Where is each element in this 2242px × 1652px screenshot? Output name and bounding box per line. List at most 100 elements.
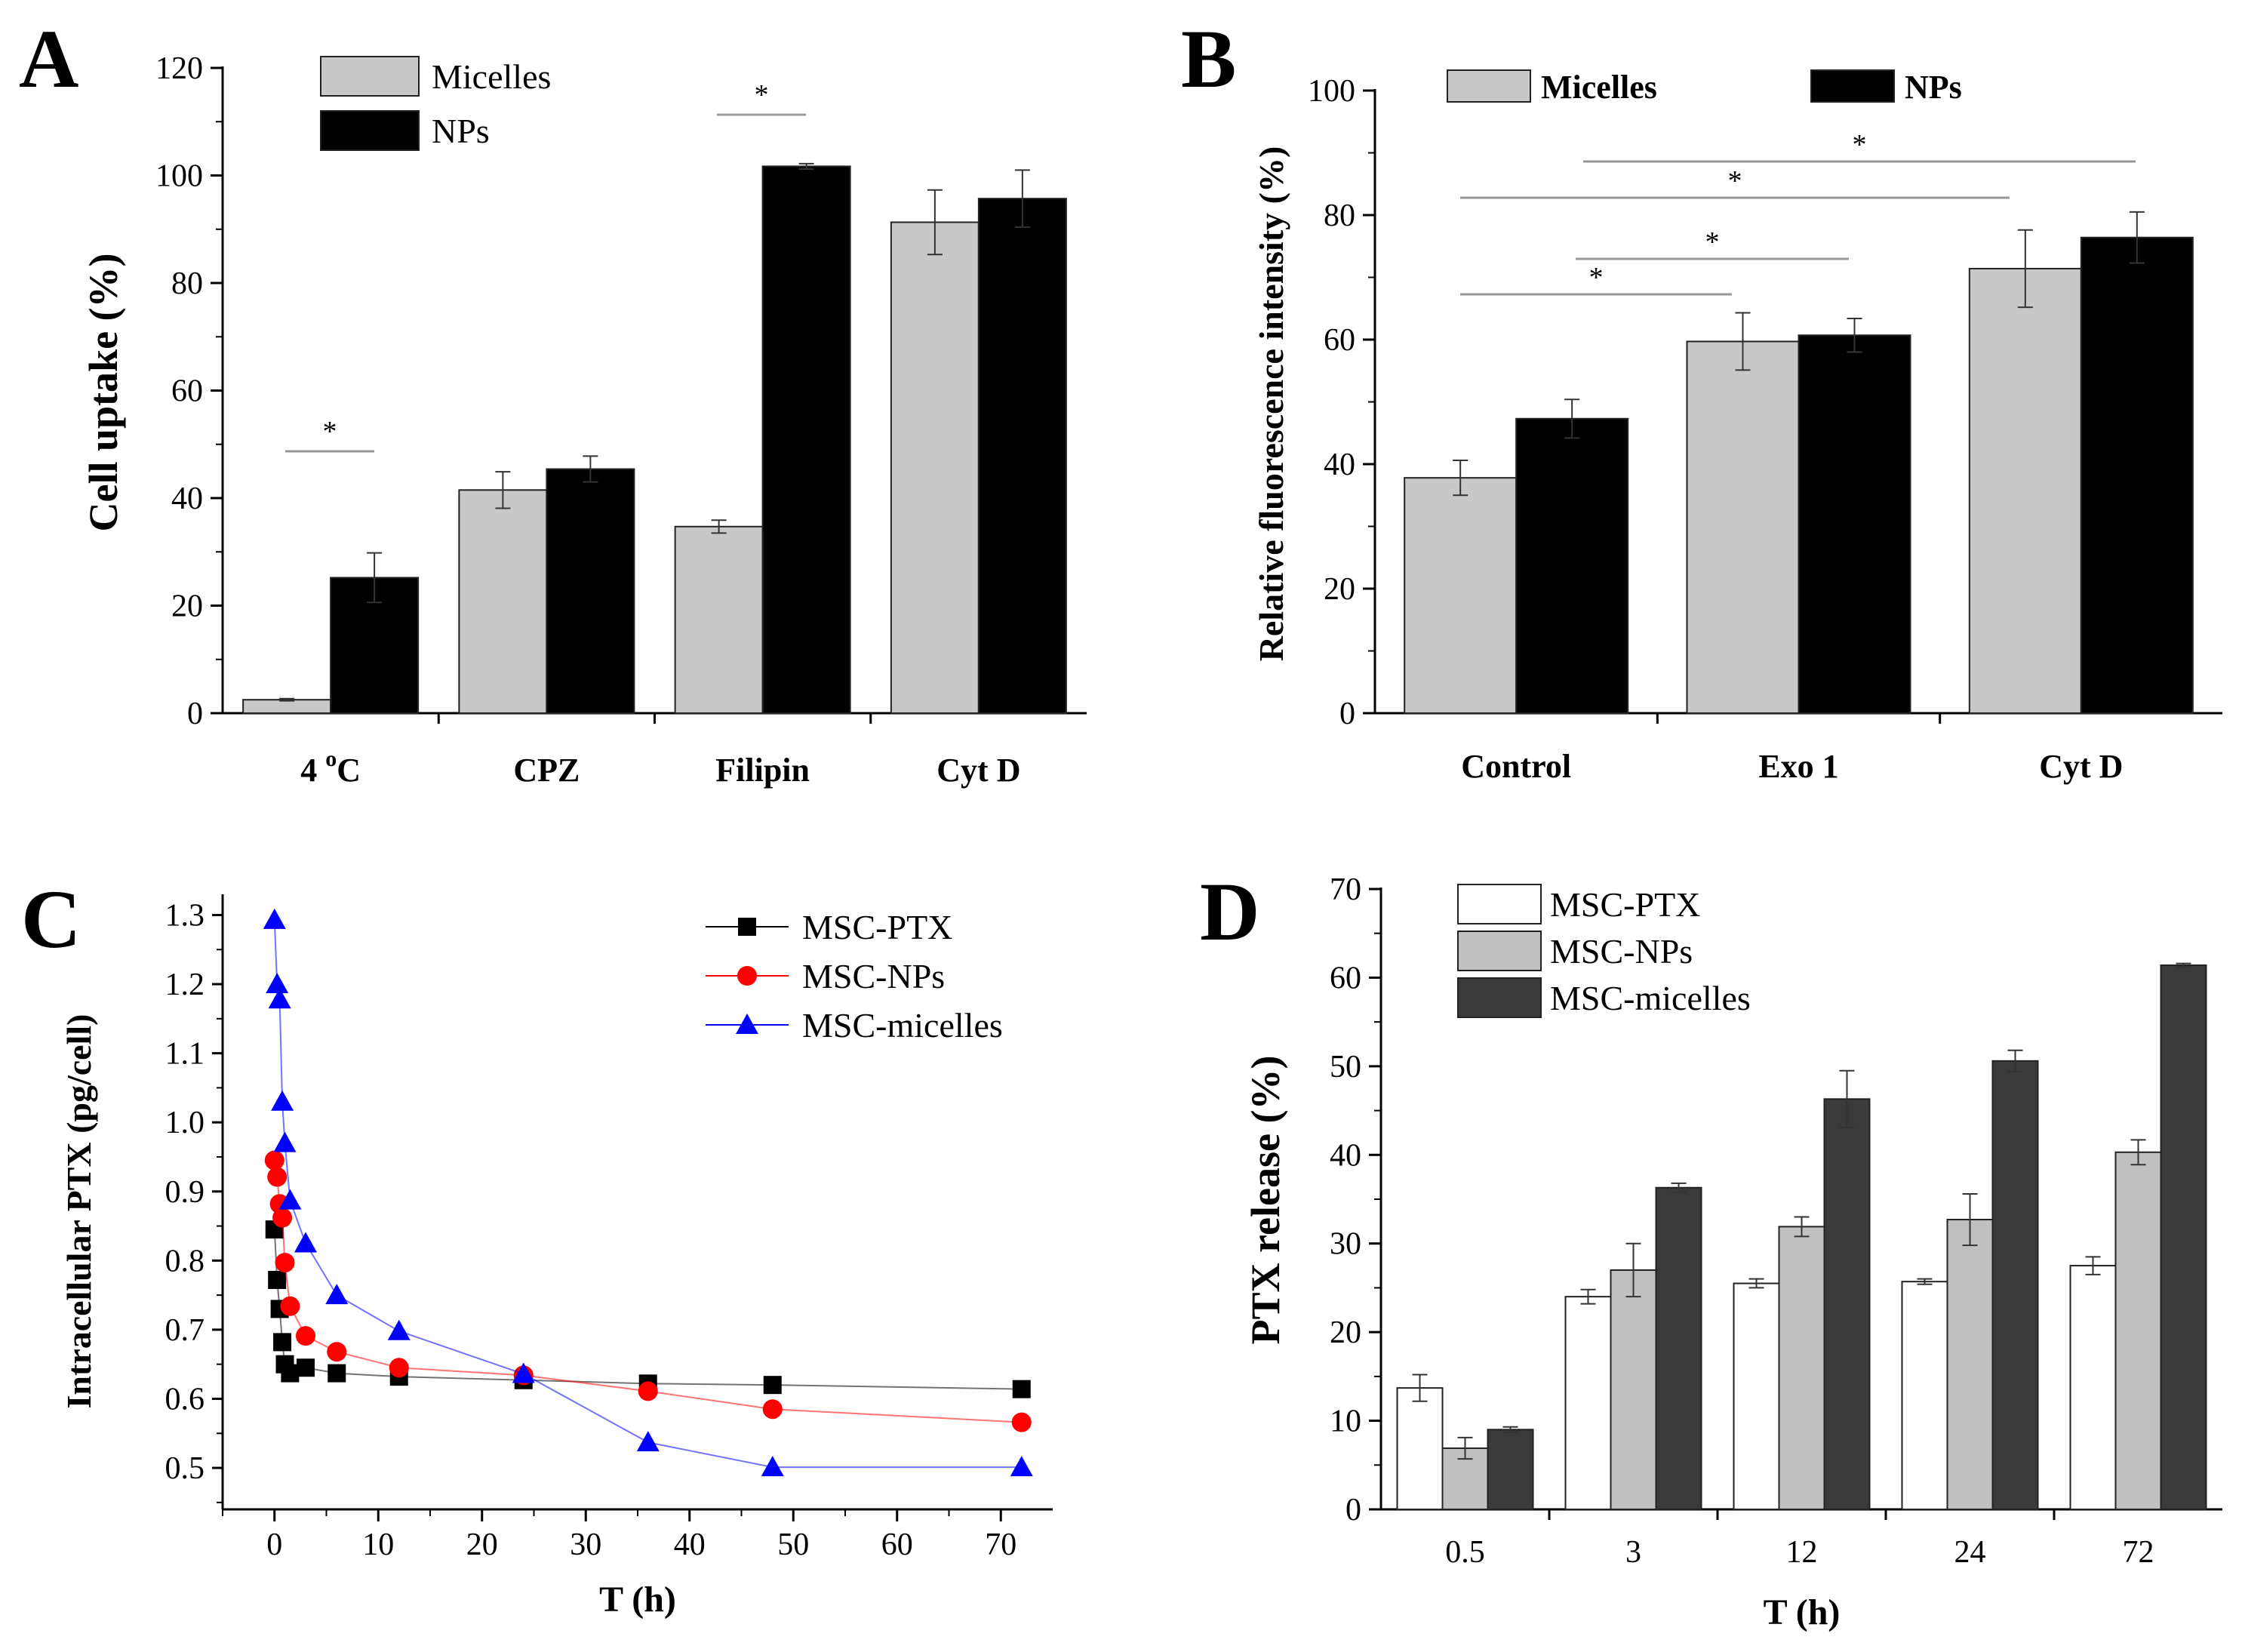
y-tick-label: 30 bbox=[1330, 1227, 1361, 1262]
panel-d-letter: D bbox=[1200, 866, 1259, 958]
bar-msc-nps bbox=[2114, 1151, 2162, 1510]
y-tick-label: 20 bbox=[1324, 572, 1355, 607]
y-tick-label: 0.6 bbox=[165, 1382, 205, 1417]
y-tick-label: 100 bbox=[155, 159, 203, 194]
bar-msc-nps bbox=[1610, 1269, 1657, 1510]
data-point-triangle bbox=[736, 1014, 758, 1034]
data-point-circle bbox=[264, 1150, 284, 1171]
x-category-label: Filipin bbox=[715, 752, 810, 789]
data-point-square bbox=[273, 1333, 292, 1352]
data-point-triangle bbox=[294, 1232, 317, 1253]
y-tick-label: 0.8 bbox=[165, 1244, 205, 1278]
y-axis-label: Cell uptake (%) bbox=[81, 254, 126, 532]
panel-a-letter: A bbox=[19, 13, 78, 105]
bar-msc-ptx bbox=[1901, 1281, 1948, 1511]
data-point-triangle bbox=[387, 1319, 411, 1340]
y-tick-label: 0 bbox=[187, 697, 203, 731]
x-category-label: Cyt D bbox=[936, 752, 1020, 789]
bar-micelles bbox=[1404, 477, 1518, 715]
bar-nps bbox=[1515, 417, 1629, 715]
bar-msc-nps bbox=[1778, 1226, 1825, 1510]
bar-nps bbox=[1798, 334, 1911, 714]
bar-msc-ptx bbox=[1564, 1296, 1612, 1510]
bar-micelles bbox=[242, 699, 332, 714]
y-tick-label: 70 bbox=[1330, 872, 1361, 907]
x-axis-label: T (h) bbox=[1764, 1592, 1841, 1632]
y-tick-label: 1.3 bbox=[165, 898, 205, 933]
legend-swatch bbox=[1457, 884, 1542, 924]
data-point-circle bbox=[762, 1399, 783, 1420]
data-point-triangle bbox=[273, 1131, 297, 1152]
data-point-triangle bbox=[266, 973, 289, 994]
data-point-circle bbox=[389, 1358, 409, 1378]
y-tick-label: 80 bbox=[171, 266, 203, 301]
bar-msc-nps bbox=[1946, 1219, 1994, 1510]
bar-micelles bbox=[674, 525, 764, 715]
y-axis-label: Relative fluorescence intensity (%) bbox=[1252, 146, 1290, 662]
legend-swatch bbox=[320, 56, 420, 97]
bar-msc-ptx bbox=[1733, 1282, 1780, 1510]
y-axis-label: PTX release (%) bbox=[1243, 1056, 1288, 1345]
x-category-label-text: Filipin bbox=[715, 752, 810, 789]
bar-msc-micelles bbox=[1991, 1060, 2039, 1510]
y-tick-label: 40 bbox=[171, 481, 203, 516]
significance-star: * bbox=[1853, 129, 1867, 161]
y-tick-label: 20 bbox=[171, 589, 203, 624]
data-point-triangle bbox=[325, 1284, 349, 1305]
x-category-label-text: CPZ bbox=[513, 752, 580, 789]
y-tick-label: 100 bbox=[1308, 74, 1355, 109]
y-tick-label: 80 bbox=[1324, 198, 1355, 233]
x-category-label: Control bbox=[1461, 748, 1571, 785]
y-tick-label: 10 bbox=[1330, 1404, 1361, 1439]
y-tick-label: 120 bbox=[155, 51, 203, 86]
panel-c: C 0.5 0.6 0.7 0.8 0.9 1.0 1.1 1.2 1.3 0 10 20 30 40 50… bbox=[21, 873, 1053, 1620]
bar-micelles bbox=[1968, 267, 2082, 714]
panel-c-letter: C bbox=[21, 873, 81, 965]
y-tick-label: 60 bbox=[171, 374, 203, 409]
legend-label: MSC-NPs bbox=[802, 957, 945, 995]
x-tick-label: 70 bbox=[985, 1527, 1016, 1562]
x-category-label: Exo 1 bbox=[1758, 748, 1838, 785]
y-tick-label: 40 bbox=[1330, 1138, 1361, 1173]
bar-msc-micelles bbox=[1487, 1429, 1534, 1511]
data-point-triangle bbox=[268, 988, 291, 1009]
legend-swatch bbox=[1810, 69, 1895, 103]
x-tick-label: 20 bbox=[466, 1527, 498, 1562]
data-point-square bbox=[281, 1364, 300, 1383]
data-point-square bbox=[738, 918, 756, 936]
bar-nps bbox=[546, 468, 635, 715]
x-category-label-text: Cyt D bbox=[936, 752, 1020, 789]
legend-swatch bbox=[320, 110, 420, 151]
data-point-triangle bbox=[512, 1362, 535, 1383]
x-category-label: 72 bbox=[2123, 1535, 2154, 1570]
x-category-label: CPZ bbox=[513, 752, 580, 789]
bar-micelles bbox=[890, 221, 980, 714]
y-tick-label: 0.7 bbox=[165, 1313, 205, 1348]
y-tick-label: 1.1 bbox=[165, 1037, 205, 1072]
x-category-label-superscript: o bbox=[325, 746, 337, 771]
data-point-triangle bbox=[636, 1431, 660, 1452]
bar-nps bbox=[761, 165, 851, 714]
bar-micelles bbox=[1686, 340, 1800, 714]
data-point-circle bbox=[267, 1167, 288, 1187]
data-point-circle bbox=[275, 1253, 295, 1273]
legend-label: MSC-micelles bbox=[1550, 979, 1751, 1017]
panel-d: D 0 10 20 30 40 50 60 70 0.5 3 12 24 72 PTX release (… bbox=[1200, 866, 2222, 1632]
legend-label: MSC-PTX bbox=[802, 908, 952, 946]
data-point-triangle bbox=[263, 908, 286, 929]
legend-label: Micelles bbox=[432, 57, 551, 96]
legend-swatch bbox=[1457, 977, 1542, 1018]
data-point-square bbox=[1012, 1380, 1031, 1398]
data-point-triangle bbox=[761, 1456, 784, 1477]
legend-swatch bbox=[1447, 69, 1531, 103]
chart-a: 0 20 40 60 80 100 120 4 oC CPZ Filipin Cyt D Cell u… bbox=[81, 51, 1087, 789]
x-category-label: Cyt D bbox=[2039, 748, 2123, 785]
legend-label: MSC-PTX bbox=[1550, 885, 1700, 924]
data-point-circle bbox=[296, 1326, 315, 1346]
y-tick-label: 1.0 bbox=[165, 1106, 205, 1140]
chart-c: 0.5 0.6 0.7 0.8 0.9 1.0 1.1 1.2 1.3 0 10 20 30 40 50 60… bbox=[60, 894, 1053, 1620]
data-point-circle bbox=[272, 1207, 293, 1228]
y-axis-label: Intracellular PTX (pg/cell) bbox=[60, 1014, 98, 1409]
significance-star: * bbox=[1728, 165, 1742, 197]
legend-swatch bbox=[1457, 931, 1542, 971]
